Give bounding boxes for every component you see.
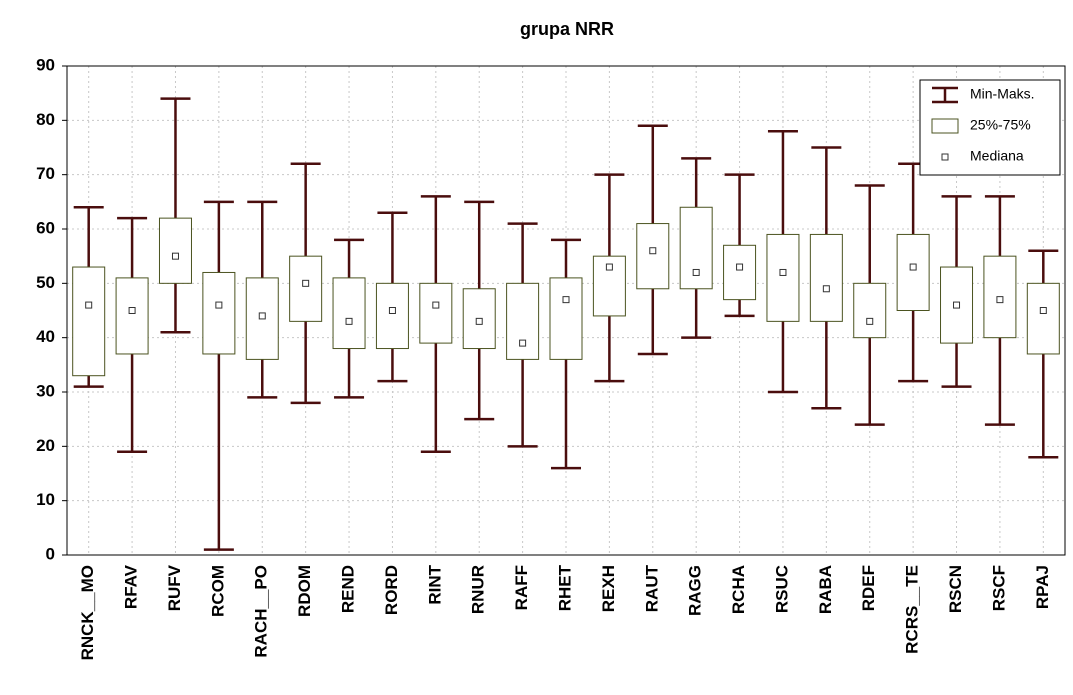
median (345, 317, 353, 325)
plot-frame (66, 65, 1066, 556)
y-tick-label: 30 (36, 381, 55, 400)
x-tick-label: RSCN (946, 565, 965, 613)
median (432, 301, 440, 309)
x-tick-label: RAGG (686, 565, 705, 616)
y-tick-label: 80 (36, 110, 55, 129)
box (809, 233, 843, 322)
box (375, 282, 409, 350)
x-tick-label: RSCF (989, 565, 1008, 611)
x-tick-label: RNCK__MO (78, 565, 97, 660)
median (475, 317, 483, 325)
median (953, 301, 961, 309)
box (72, 266, 106, 377)
median (605, 263, 613, 271)
x-tick-label: RUFV (165, 564, 184, 611)
x-tick-label: RDEF (859, 565, 878, 611)
box (115, 277, 149, 355)
median (215, 301, 223, 309)
box (202, 271, 236, 355)
x-tick-label: REND (339, 565, 358, 613)
median (258, 312, 266, 320)
y-tick-label: 90 (36, 55, 55, 74)
x-tick-label: RNUR (469, 565, 488, 614)
y-tick-label: 20 (36, 436, 55, 455)
median (562, 296, 570, 304)
box (419, 282, 453, 344)
box (636, 223, 670, 290)
legend-label: 25%-75% (970, 117, 1031, 133)
x-tick-label: RCOM (208, 565, 227, 617)
x-tick-label: RACH__PO (252, 565, 271, 658)
box (1026, 282, 1060, 355)
box (289, 255, 323, 322)
box (853, 282, 887, 339)
x-tick-label: RCRS__TE (903, 565, 922, 654)
x-tick-label: RAFF (512, 565, 531, 610)
box (158, 217, 192, 284)
median (128, 307, 136, 314)
median (736, 263, 744, 271)
median (171, 252, 179, 260)
y-tick-label: 70 (36, 164, 55, 183)
legend-median (941, 153, 949, 161)
y-tick-label: 40 (36, 327, 55, 346)
box (332, 277, 366, 350)
box (679, 206, 713, 290)
y-tick-label: 0 (46, 544, 55, 563)
box (723, 244, 757, 301)
median (1039, 307, 1047, 314)
median (388, 307, 396, 314)
x-tick-label: RSUC (772, 565, 791, 613)
box (896, 233, 930, 311)
x-tick-label: RABA (816, 565, 835, 614)
median (822, 285, 830, 293)
y-tick-label: 60 (36, 218, 55, 237)
x-tick-label: RPAJ (1033, 565, 1052, 609)
median (519, 339, 527, 347)
x-tick-label: RORD (382, 565, 401, 615)
x-tick-label: REXH (599, 565, 618, 612)
x-tick-label: RCHA (729, 565, 748, 614)
median (302, 279, 310, 287)
y-tick-label: 10 (36, 490, 55, 509)
x-tick-label: RDOM (295, 565, 314, 617)
median (996, 296, 1004, 304)
chart-title: grupa NRR (520, 19, 614, 39)
median (692, 268, 700, 276)
box (766, 233, 800, 322)
x-tick-label: RAUT (642, 564, 661, 612)
median (85, 301, 93, 309)
median (779, 268, 787, 276)
median (909, 263, 917, 271)
box (549, 277, 583, 360)
x-tick-label: RHET (555, 564, 574, 611)
legend-label: Min-Maks. (970, 86, 1035, 102)
median (866, 317, 874, 325)
box (506, 282, 540, 360)
x-tick-label: RINT (425, 564, 444, 604)
x-tick-label: RFAV (122, 564, 141, 609)
median (649, 247, 657, 255)
legend-label: Mediana (970, 148, 1024, 164)
y-tick-label: 50 (36, 273, 55, 292)
legend-box (931, 118, 959, 134)
